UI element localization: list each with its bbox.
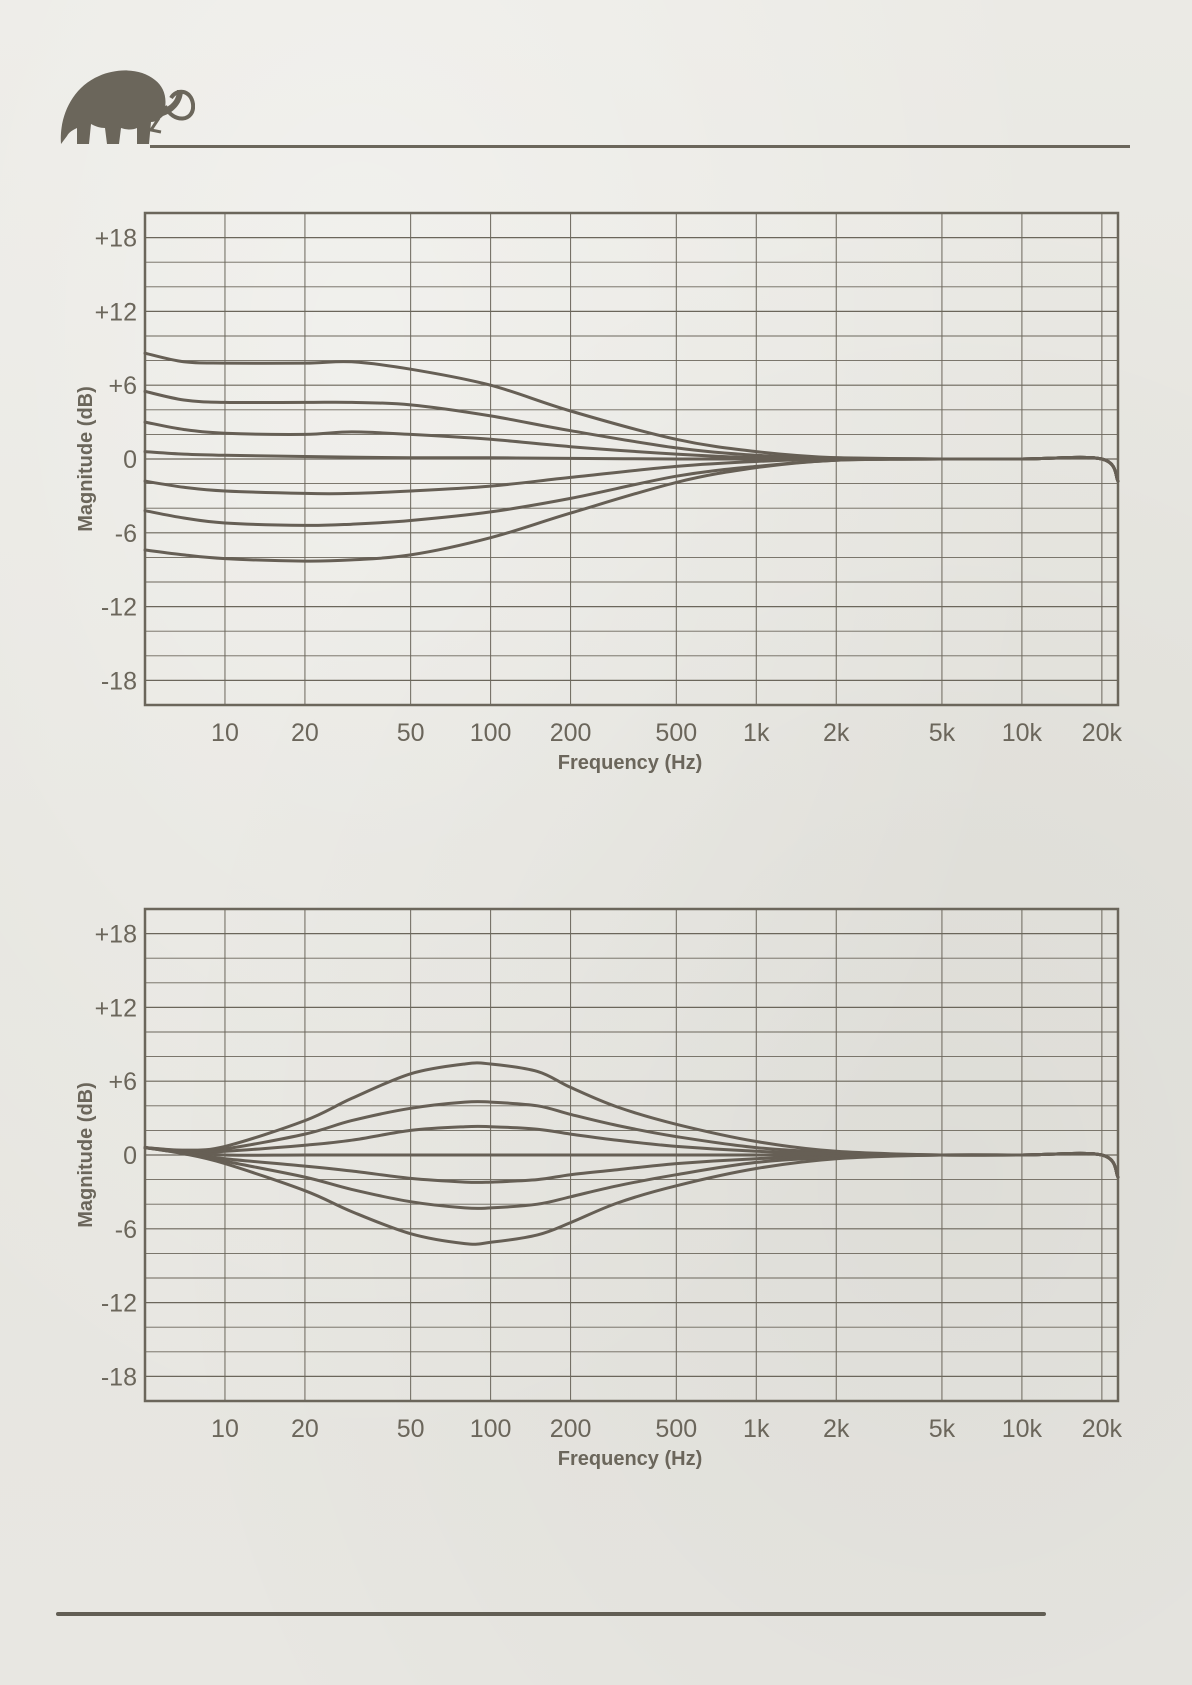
response-curve-6 (143, 455, 1120, 527)
x-tick-label: 1k (743, 1415, 770, 1443)
y-tick-label: +18 (95, 225, 137, 253)
x-tick-label: 1k (743, 719, 770, 747)
footer-rule (56, 1612, 1046, 1616)
plot-frame (143, 907, 1120, 1403)
response-curve-1 (143, 351, 1120, 483)
x-axis-label: Frequency (Hz) (558, 752, 702, 774)
y-tick-label: -12 (101, 594, 137, 622)
x-tick-label: 5k (929, 719, 956, 747)
x-tick-label: 10k (1002, 719, 1043, 747)
eq-curve-chart-1: +18 +12 +6 0 -6 -12 -18 10 20 50 100 200 500 1k 2k 5k 10… (75, 211, 1123, 774)
x-tick-label: 10 (211, 719, 239, 747)
x-tick-label: 2k (823, 1415, 850, 1443)
response-curve-7 (143, 455, 1120, 563)
y-tick-label: -6 (115, 1216, 137, 1244)
response-curve-1 (143, 1061, 1120, 1179)
y-tick-label: -12 (101, 1290, 137, 1318)
y-tick-label: 0 (123, 446, 137, 474)
x-tick-label: 200 (550, 719, 592, 747)
x-tick-label: 100 (470, 719, 512, 747)
y-tick-label: -18 (101, 667, 137, 695)
x-tick-label: 500 (655, 1415, 697, 1443)
x-tick-label: 10 (211, 1415, 239, 1443)
header-rule (150, 145, 1130, 148)
response-curve-4 (143, 450, 1120, 483)
y-tick-label: +12 (95, 994, 137, 1022)
x-tick-label: 20 (291, 1415, 319, 1443)
x-tick-label: 20k (1082, 1415, 1123, 1443)
x-tick-label: 200 (550, 1415, 592, 1443)
y-tick-label: +12 (95, 298, 137, 326)
x-tick-label: 2k (823, 719, 850, 747)
x-tick-label: 50 (397, 1415, 425, 1443)
y-tick-label: +18 (95, 921, 137, 949)
x-tick-label: 100 (470, 1415, 512, 1443)
y-tick-label: +6 (108, 1068, 137, 1096)
y-tick-label: -18 (101, 1363, 137, 1391)
mammoth-icon (60, 70, 195, 144)
response-curve-7 (143, 1146, 1120, 1246)
y-axis-label: Magnitude (dB) (75, 386, 97, 532)
x-tick-label: 10k (1002, 1415, 1043, 1443)
y-tick-label: +6 (108, 372, 137, 400)
eq-curve-chart-2: +18 +12 +6 0 -6 -12 -18 10 20 50 100 200 500 1k 2k 5k 10… (75, 907, 1123, 1470)
x-tick-label: 500 (655, 719, 697, 747)
y-tick-label: -6 (115, 520, 137, 548)
x-axis-label: Frequency (Hz) (558, 1448, 702, 1470)
response-curve-5 (143, 1146, 1120, 1184)
x-tick-label: 20 (291, 719, 319, 747)
y-tick-label: 0 (123, 1142, 137, 1170)
x-tick-label: 5k (929, 1415, 956, 1443)
response-curve-2 (143, 389, 1120, 483)
plot-frame (143, 211, 1120, 707)
curves (143, 351, 1120, 563)
response-curve-5 (143, 455, 1120, 496)
y-axis-label: Magnitude (dB) (75, 1082, 97, 1228)
x-tick-label: 50 (397, 719, 425, 747)
x-tick-label: 20k (1082, 719, 1123, 747)
curves (143, 1061, 1120, 1246)
